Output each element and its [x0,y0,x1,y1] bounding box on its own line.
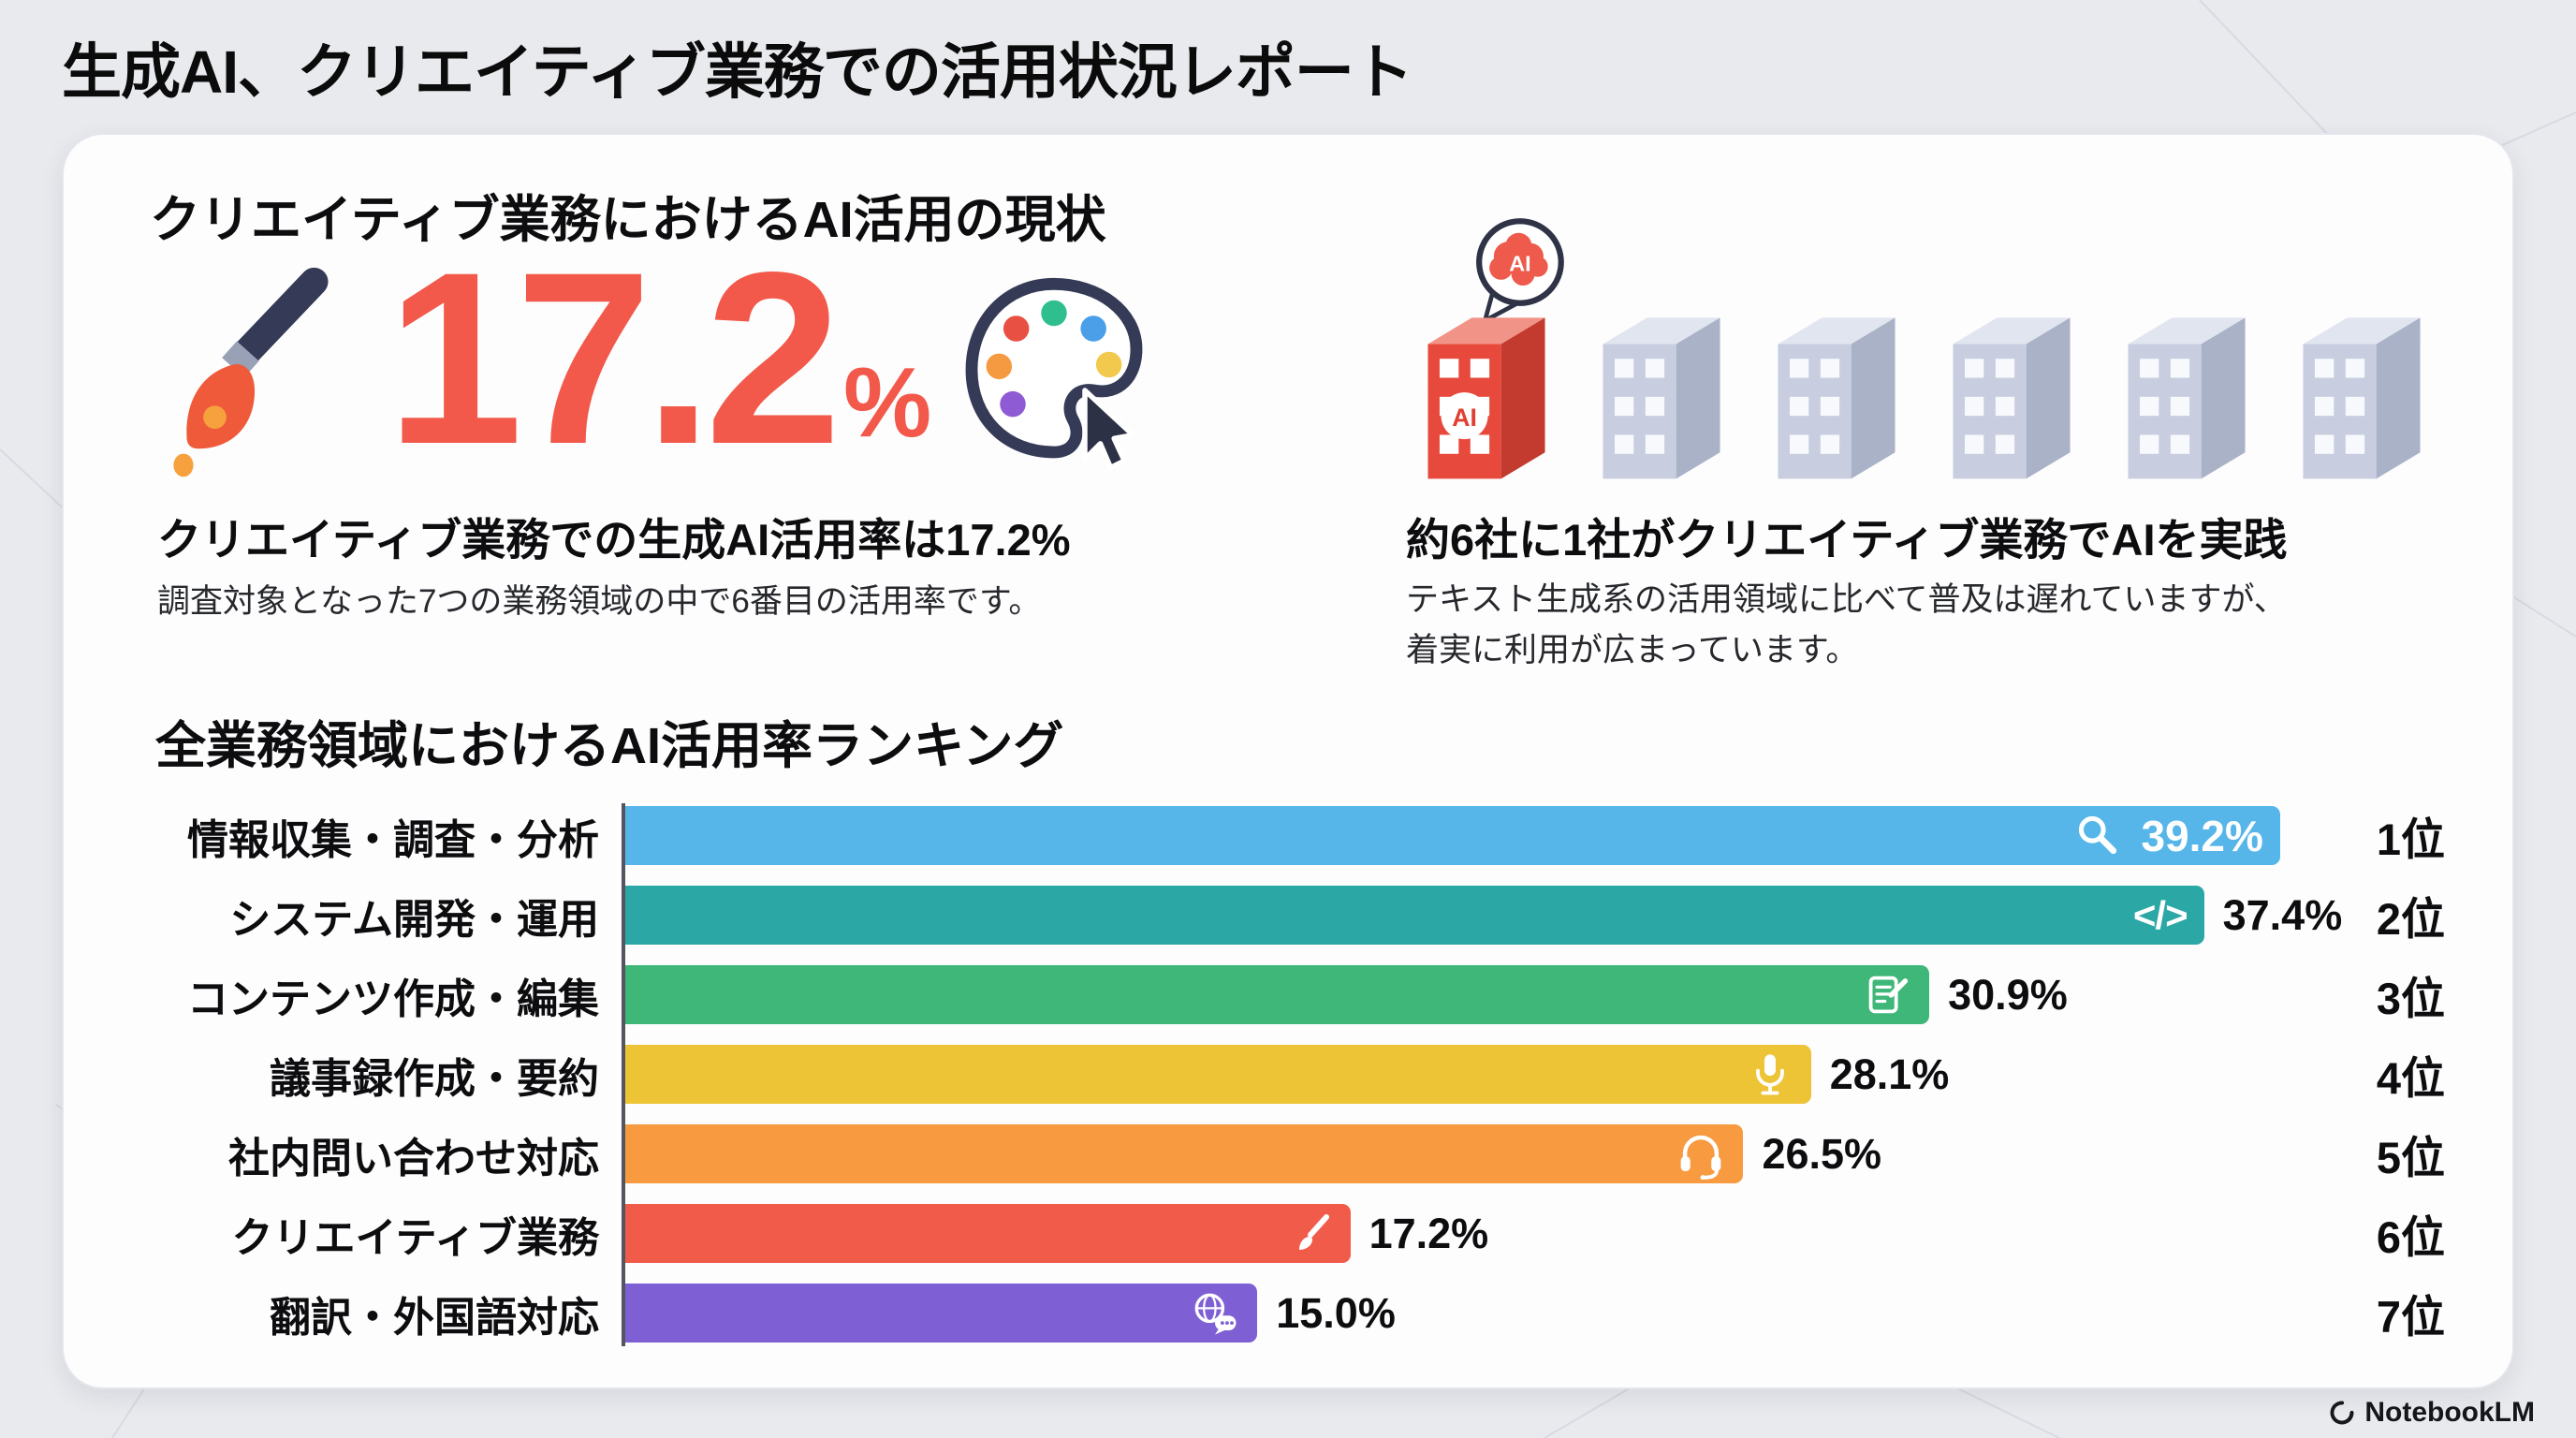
left-caption: クリエイティブ業務での生成AI活用率は17.2% [157,515,1071,565]
chart-row-info-gathering: 情報収集・調査・分析 39.2% 1位 [155,796,2445,875]
globe-chat-icon [1190,1288,1240,1339]
code-icon: </> [2132,892,2188,937]
bar-track: 39.2% [623,806,2314,865]
left-subcaption: 調査対象となった7つの業務領域の中で6番目の活用率です。 [157,583,1042,620]
bar-internal-inquiry [623,1124,1744,1183]
bar-value-label: 26.5% [1762,1129,1882,1178]
bar-category-label: 議事録作成・要約 [270,1055,599,1102]
company-building-icon: AI AI [2303,317,2421,479]
bar-creative-work [623,1204,1351,1263]
bar-track: 15.0% [623,1284,2314,1343]
bar-track: </> 37.4% [623,886,2342,945]
chart-row-internal-inquiry: 社内問い合わせ対応 26.5% 5位 [155,1114,2445,1194]
bar-track: 17.2% [623,1204,2314,1263]
ai-usage-ranking-chart: 情報収集・調査・分析 39.2% 1位 システム開発・運用 </> 37.4% … [155,796,2445,1353]
report-card: クリエイティブ業務におけるAI活用の現状 17.2 % クリエイティブ業務での生… [62,133,2514,1389]
current-state-heading: クリエイティブ業務におけるAI活用の現状 [150,192,1106,248]
bar-category-label: コンテンツ作成・編集 [187,976,599,1022]
bar-minutes-summary [623,1045,1811,1104]
bar-value-label: 39.2% [2141,811,2263,860]
rank-label: 5位 [2376,1133,2445,1182]
headset-icon [1676,1129,1726,1180]
chart-row-translation: 翻訳・外国語対応 15.0% 7位 [155,1273,2445,1353]
bar-category-label: クリエイティブ業務 [231,1214,599,1261]
right-subcaption-line2: 着実に利用が広まっています。 [1406,632,1859,669]
chart-row-system-dev: システム開発・運用 </> 37.4% 2位 [155,875,2445,955]
rank-label: 3位 [2376,974,2445,1023]
rank-label: 2位 [2376,894,2445,944]
bar-value-label: 37.4% [2222,890,2343,939]
company-building-icon: AI AI [1778,317,1895,479]
bar-content-creation [623,965,1930,1024]
page-title: 生成AI、クリエイティブ業務での活用状況レポート [62,38,1413,106]
bar-category-label: システム開発・運用 [229,896,599,943]
ai-badge-label: AI [1452,404,1477,432]
chart-row-minutes-summary: 議事録作成・要約 28.1% 4位 [155,1034,2445,1114]
brand-name: NotebookLM [2364,1397,2535,1428]
microphone-icon [1746,1050,1794,1099]
company-building-icon: AI AI [1603,317,1720,479]
bar-info-gathering: 39.2% [623,806,2280,865]
notebooklm-logo-icon [2330,1401,2354,1425]
bar-category-label: 情報収集・調査・分析 [187,816,599,863]
document-edit-icon [1864,971,1912,1020]
company-building-icon: AI AI [2128,317,2246,479]
bar-translation [623,1284,1258,1343]
bar-track: 26.5% [623,1124,2314,1183]
bar-system-dev: </> [623,886,2204,945]
right-subcaption: テキスト生成系の活用領域に比べて普及は遅れていますが、 着実に利用が広まっていま… [1406,575,2287,677]
bar-value-label: 30.9% [1948,970,2068,1019]
company-building-icon: AI AI [1953,317,2071,479]
right-caption: 約6社に1社がクリエイティブ業務でAIを実践 [1406,515,2288,565]
brand-footer: NotebookLM [2328,1397,2535,1429]
search-icon [2073,811,2124,861]
bar-track: 30.9% [623,965,2314,1024]
paintbrush-icon [173,267,329,477]
bar-value-label: 15.0% [1276,1288,1396,1337]
rank-label: 6位 [2376,1212,2445,1262]
bar-category-label: 社内問い合わせ対応 [228,1135,599,1181]
rank-label: 4位 [2376,1053,2445,1103]
bar-value-label: 17.2% [1368,1209,1489,1257]
company-building-icon: AI AI [1427,218,1564,479]
rank-label: 7位 [2376,1292,2445,1342]
chart-row-creative-work: クリエイティブ業務 17.2% 6位 [155,1194,2445,1273]
ai-bubble-label: AI [1509,251,1530,275]
ranking-heading: 全業務領域におけるAI活用率ランキング [155,718,1064,774]
stat-value: 17.2 [387,221,842,495]
right-subcaption-line1: テキスト生成系の活用領域に比べて普及は遅れていますが、 [1406,581,2287,618]
chart-row-content-creation: コンテンツ作成・編集 30.9% 3位 [155,955,2445,1034]
palette-cursor-icon [965,277,1143,471]
stat-unit: % [842,346,932,458]
company-buildings: AI AI AI [1406,215,2442,493]
bar-value-label: 28.1% [1829,1049,1950,1098]
bar-category-label: 翻訳・外国語対応 [270,1294,599,1341]
paintbrush-icon [1289,1211,1334,1256]
bar-track: 28.1% [623,1045,2314,1104]
adoption-rate-stat: 17.2 % [387,221,932,495]
chart-y-axis [622,803,625,1346]
rank-label: 1位 [2376,814,2445,864]
